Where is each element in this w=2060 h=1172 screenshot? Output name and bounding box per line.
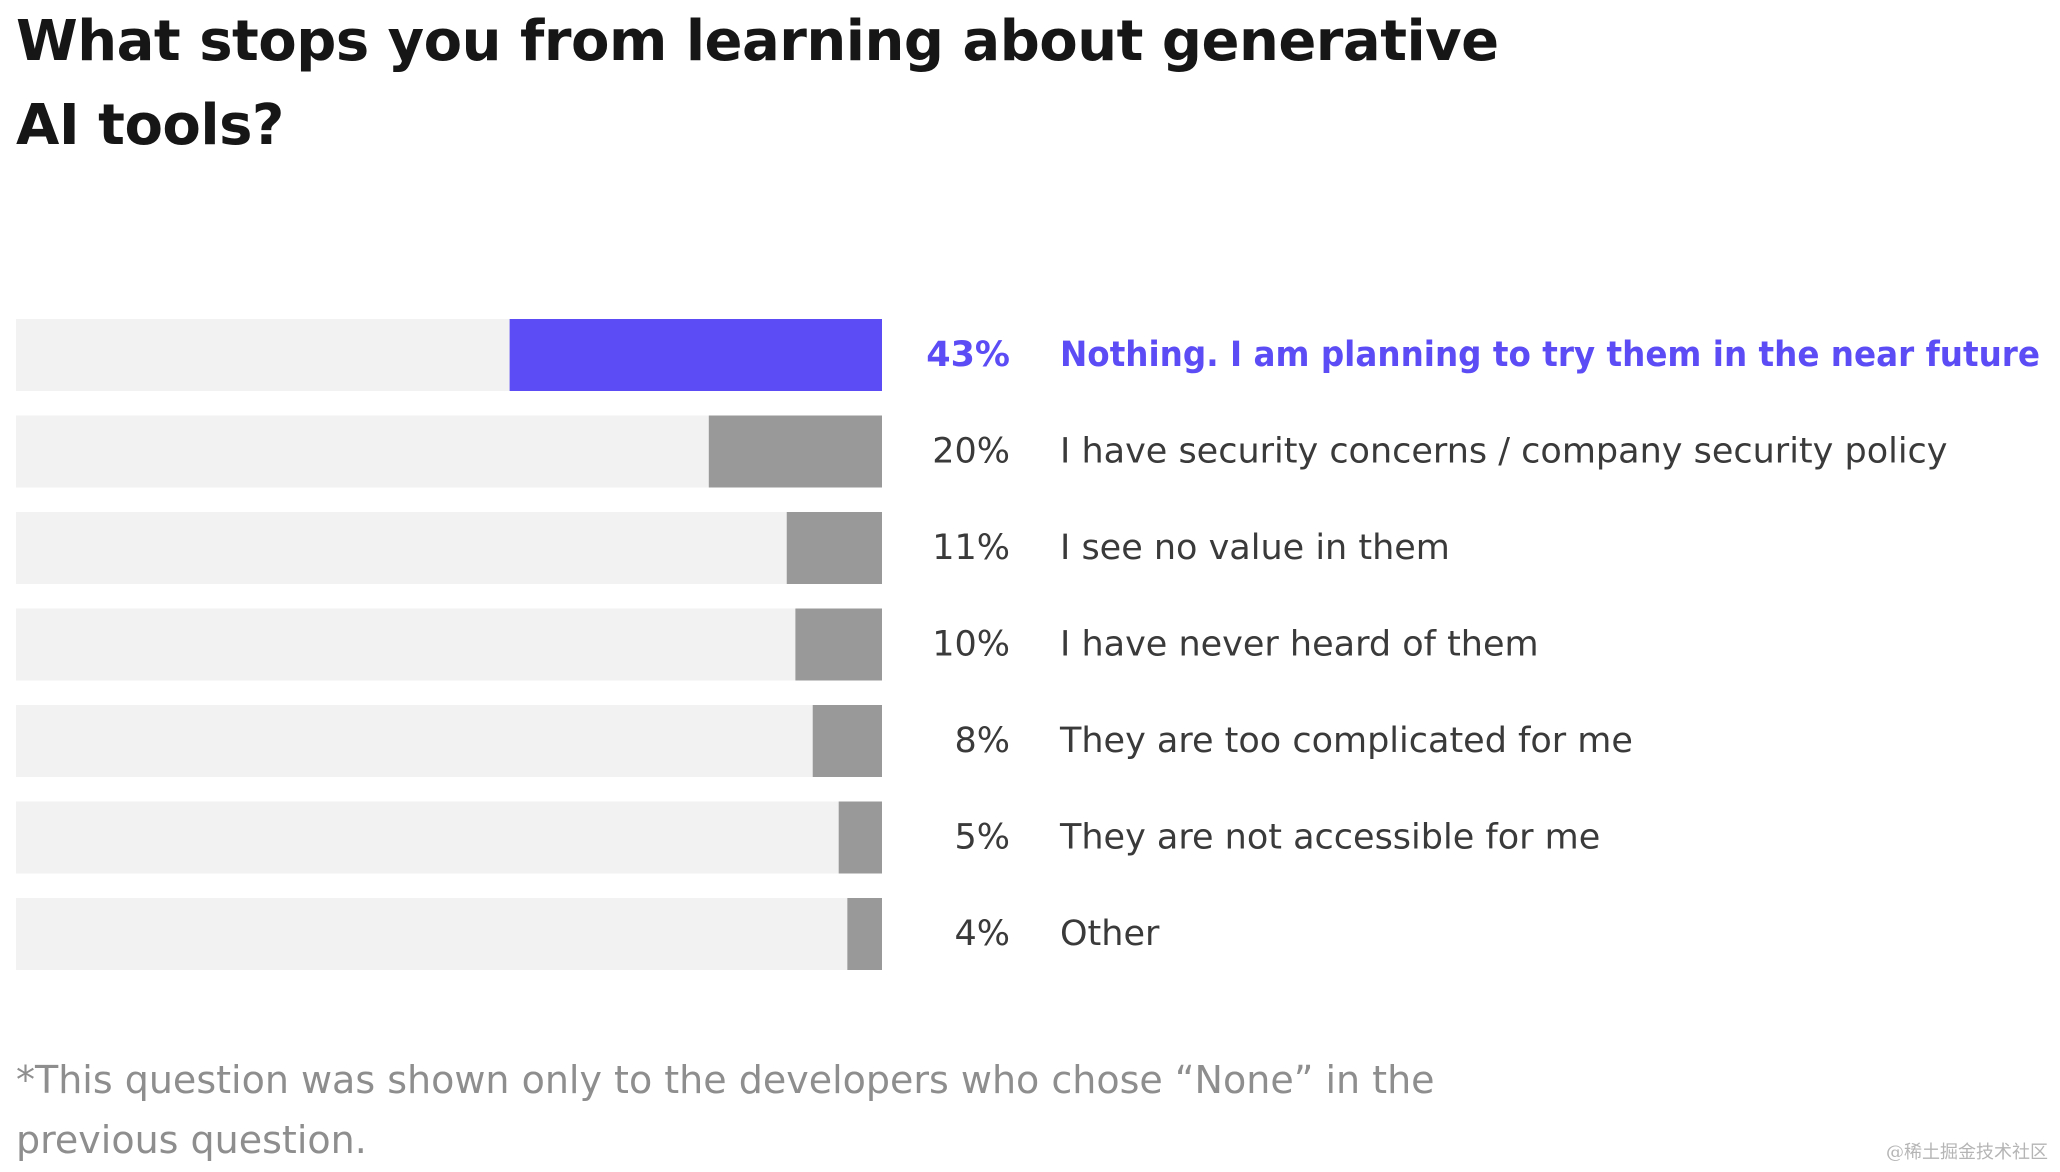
value-label: 8% xyxy=(954,721,1010,761)
bar xyxy=(708,415,882,488)
value-label: 10% xyxy=(932,625,1010,665)
category-label: I see no value in them xyxy=(1060,528,1450,568)
bar xyxy=(509,319,882,391)
category-label: Nothing. I am planning to try them in th… xyxy=(1060,335,2040,375)
category-label: I have security concerns / company secur… xyxy=(1060,432,1948,472)
bar xyxy=(847,898,882,970)
bar xyxy=(786,512,882,584)
value-label: 11% xyxy=(932,528,1010,568)
bar-track xyxy=(16,801,882,874)
bar xyxy=(838,801,882,874)
value-label: 43% xyxy=(926,335,1010,375)
bar-track xyxy=(16,705,882,777)
bar-track xyxy=(16,898,882,970)
category-label: I have never heard of them xyxy=(1060,625,1539,665)
category-label: They are not accessible for me xyxy=(1059,818,1600,858)
chart-title: What stops you from learning about gener… xyxy=(16,9,1499,158)
bar-track xyxy=(16,512,882,584)
bar-track xyxy=(16,608,882,681)
bar xyxy=(795,608,882,681)
category-label: Other xyxy=(1060,914,1160,954)
bar-chart: 43% Nothing. I am planning to try them in… xyxy=(16,319,2040,970)
watermark: @稀土掘金技术社区 xyxy=(1886,1142,2048,1163)
value-label: 20% xyxy=(932,432,1010,472)
footnote: *This question was shown only to the dev… xyxy=(16,1058,1435,1162)
bar xyxy=(812,705,882,777)
category-label: They are too complicated for me xyxy=(1059,721,1633,761)
value-label: 4% xyxy=(954,914,1010,954)
value-label: 5% xyxy=(954,818,1010,858)
